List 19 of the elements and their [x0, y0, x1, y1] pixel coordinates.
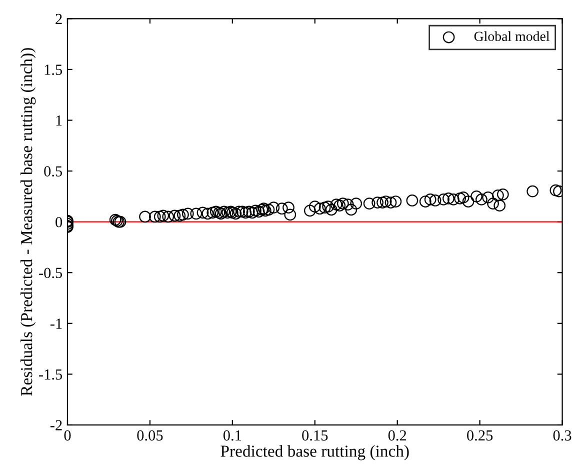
x-axis-title: Predicted base rutting (inch)	[220, 445, 409, 460]
x-tick-label: 0.15	[302, 430, 328, 441]
y-tick-label: -0.5	[39, 268, 62, 278]
y-tick-label: 0	[56, 216, 62, 228]
y-tick-label: 1	[56, 115, 62, 126]
y-tick-label: -2	[50, 420, 62, 430]
x-tick-label: 0.1	[223, 430, 242, 441]
y-tick-label: 1.5	[44, 64, 62, 75]
y-tick-label: 2	[56, 14, 62, 24]
x-tick-label: 0.05	[137, 430, 163, 441]
x-tick-label: 0.25	[467, 430, 493, 441]
y-tick-label: -1.5	[39, 369, 62, 380]
x-tick-label: 0.2	[388, 430, 406, 441]
y-axis-title: Residuals (Predicted - Measured base rutting (inch))	[20, 48, 36, 396]
x-tick-label: 0.3	[553, 430, 572, 441]
x-tick-label: 0	[64, 430, 71, 441]
legend-label: Global model	[474, 31, 550, 42]
y-tick-label: -1	[50, 318, 62, 329]
y-tick-label: 0.5	[44, 166, 62, 177]
